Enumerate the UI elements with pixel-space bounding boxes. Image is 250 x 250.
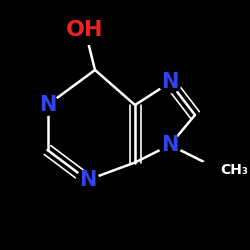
Ellipse shape bbox=[62, 16, 108, 44]
Ellipse shape bbox=[159, 72, 181, 92]
Text: N: N bbox=[79, 170, 96, 190]
Text: CH₃: CH₃ bbox=[220, 163, 248, 177]
Text: N: N bbox=[39, 95, 56, 115]
Ellipse shape bbox=[198, 159, 242, 181]
Text: OH: OH bbox=[66, 20, 104, 40]
Ellipse shape bbox=[76, 170, 99, 190]
Ellipse shape bbox=[159, 135, 181, 155]
Text: N: N bbox=[161, 135, 179, 155]
Text: N: N bbox=[161, 72, 179, 92]
Ellipse shape bbox=[36, 95, 59, 115]
